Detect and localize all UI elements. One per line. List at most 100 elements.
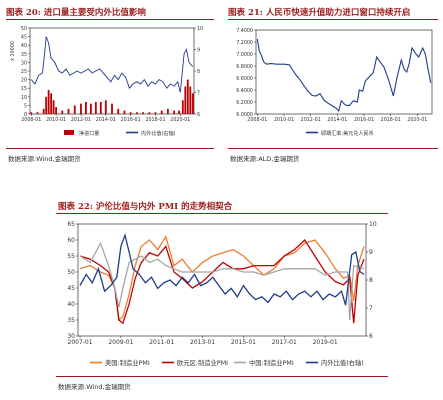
- bar: [189, 86, 192, 114]
- bar: [36, 112, 39, 114]
- bar: [191, 93, 194, 114]
- y2-tick-label: 8: [369, 277, 373, 284]
- figure-22-source: 数据来源:Wind,金瑞期货: [58, 383, 131, 391]
- x-tick-label: 2013-01: [190, 339, 215, 346]
- x-tick-label: 2016-01: [354, 117, 374, 123]
- x-tick-label: 2012-01: [71, 117, 91, 123]
- y-tick-label: 6.2000: [236, 100, 253, 106]
- y2-tick-label: 7: [369, 305, 373, 312]
- figure-22-rule: [56, 213, 388, 214]
- x-tick-label: 2018-01: [145, 117, 165, 123]
- figure-21-bottom-rule: [228, 148, 438, 149]
- y-tick-label: 15: [21, 86, 27, 92]
- y-tick-label: 55: [67, 253, 75, 260]
- y2-tick-label: 10: [369, 221, 377, 228]
- legend-label: 美国:制造业PMI: [105, 358, 150, 367]
- bar: [61, 110, 64, 114]
- series-line: [79, 232, 365, 306]
- y2-tick-label: 6: [197, 112, 200, 118]
- bar: [142, 112, 144, 114]
- y-tick-label: 40: [67, 301, 75, 308]
- y-tick-label: 20: [21, 78, 27, 84]
- y-tick-label: 6.6000: [236, 76, 253, 82]
- bar: [30, 112, 33, 114]
- figure-22-label: 图表 22:: [58, 202, 93, 212]
- bar: [55, 107, 58, 114]
- figure-20-rule: [6, 19, 214, 20]
- figure-20-title: 图表 20: 进口量主要受内外比值影响: [6, 6, 146, 18]
- x-tick-label: 2020-01: [170, 117, 190, 123]
- plot-frame: [29, 27, 195, 115]
- y2-tick-label: 7: [197, 91, 200, 97]
- y-tick-label: 50: [21, 26, 27, 32]
- plot-frame: [255, 29, 433, 115]
- series-line: [30, 36, 194, 93]
- x-tick-label: 2010-01: [46, 117, 66, 123]
- y2-tick-label: 9: [369, 249, 373, 256]
- bar: [173, 110, 176, 114]
- bar: [184, 86, 187, 114]
- y-tick-label: 35: [21, 52, 27, 58]
- y-tick-label: 45: [67, 285, 75, 292]
- figure-22-title: 图表 22: 沪伦比值与内外 PMI 的走势相契合: [58, 200, 232, 212]
- y-tick-label: 45: [21, 35, 27, 41]
- figure-21-title: 图表 21: 人民币快速升值助力进口窗口持续开启: [228, 6, 410, 18]
- y-tick-label: 50: [67, 269, 75, 276]
- chart-21: 6.0000 6.2000 6.4000 6.6000 6.8000 7.0000 7.20…: [236, 28, 433, 137]
- bar: [129, 112, 132, 114]
- bar: [42, 108, 45, 114]
- series-line: [79, 241, 365, 321]
- y-tick-label: 7.4000: [236, 28, 253, 34]
- y-tick-label: 7.0000: [236, 52, 253, 58]
- y-axis-label: x 10000: [10, 41, 16, 61]
- figure-22-bottom-rule: [56, 376, 388, 377]
- chart-22: 30 35 40 45 50 55 60 65 6 7 8 9 10 2007-01 2009-01 2011…: [67, 221, 377, 367]
- bar: [186, 79, 189, 114]
- legend-label: 净进口量: [79, 130, 99, 137]
- bar: [160, 110, 163, 114]
- y-tick-label: 60: [67, 237, 75, 244]
- x-tick-label: 2015-01: [231, 339, 256, 346]
- bar: [178, 110, 181, 114]
- figure-21-rule: [228, 19, 438, 20]
- x-tick-label: 2018-01: [381, 117, 401, 123]
- y-tick-label: 30: [67, 333, 75, 340]
- y-tick-label: 40: [21, 43, 27, 49]
- bar: [154, 112, 157, 114]
- y2-tick-label: 6: [369, 333, 373, 340]
- figure-22-heading: 沪伦比值与内外 PMI 的走势相契合: [95, 202, 233, 212]
- y2-tick-label: 8: [197, 69, 200, 75]
- bar: [50, 93, 53, 114]
- bar: [45, 96, 48, 114]
- y-tick-label: 5: [24, 103, 27, 109]
- x-tick-label: 2016-01: [121, 117, 141, 123]
- legend-label: 即期汇率:美元兑人民币: [321, 130, 374, 137]
- bar: [166, 108, 169, 114]
- y-tick-label: 7.2000: [236, 40, 253, 46]
- bar: [181, 100, 184, 114]
- bar: [117, 108, 120, 114]
- x-tick-label: 2008-01: [21, 117, 41, 123]
- bar: [111, 103, 113, 114]
- y-tick-label: 0: [24, 112, 27, 118]
- y-tick-label: 6.8000: [236, 64, 253, 70]
- y-tick-label: 35: [67, 317, 75, 324]
- figure-20-bottom-rule: [6, 148, 214, 149]
- x-tick-label: 2012-01: [301, 117, 321, 123]
- bar: [89, 103, 92, 114]
- x-tick-label: 2014-01: [96, 117, 116, 123]
- y-tick-label: 30: [21, 60, 27, 66]
- bar: [67, 108, 70, 114]
- legend-label: 内外比值(右轴): [141, 130, 176, 137]
- series-line: [79, 235, 365, 322]
- bar: [135, 112, 138, 114]
- bar: [52, 100, 55, 114]
- y-tick-label: 6.0000: [236, 112, 253, 118]
- y-tick-label: 25: [21, 69, 27, 75]
- series-line: [256, 38, 432, 113]
- x-tick-label: 2011-01: [149, 339, 174, 346]
- figure-20-source: 数据来源:Wind,金瑞期货: [8, 155, 81, 163]
- bar: [84, 101, 87, 114]
- bar: [73, 105, 76, 114]
- y-tick-label: 65: [67, 221, 75, 228]
